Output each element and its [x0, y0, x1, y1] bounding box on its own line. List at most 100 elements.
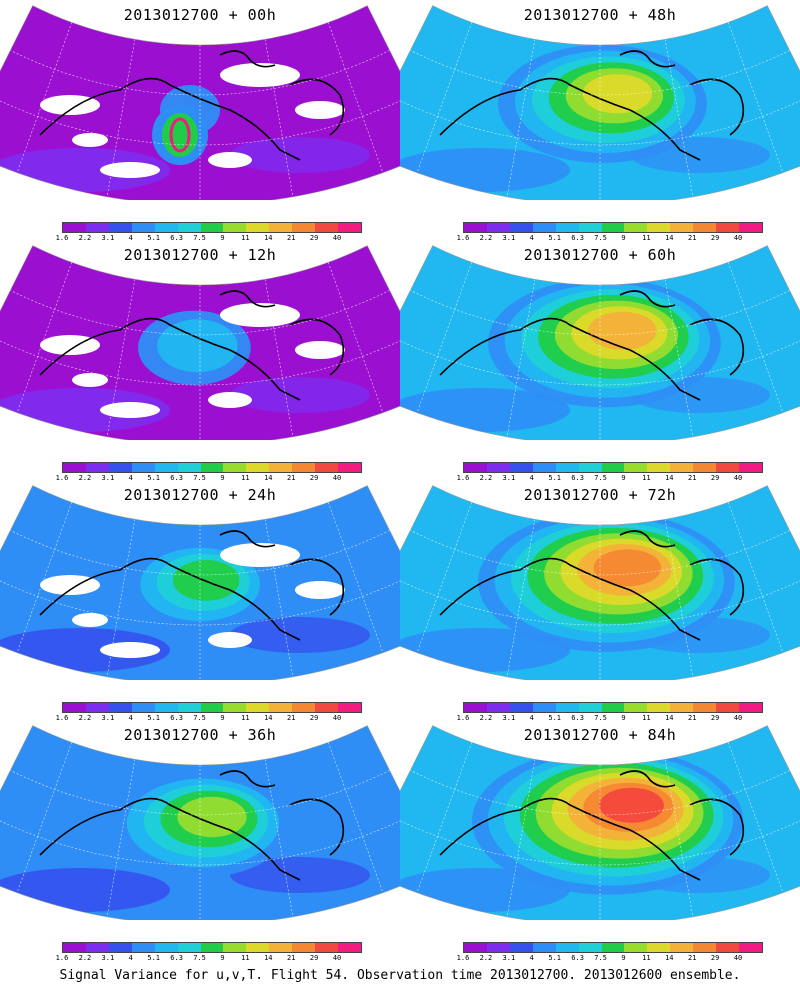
- colorbar-swatch: [292, 943, 316, 952]
- colorbar-swatch: [131, 223, 155, 232]
- colorbar-tick-label: 2.2: [479, 954, 493, 962]
- colorbar-swatch: [269, 223, 293, 232]
- colorbar-tick-label: 7.5: [594, 234, 607, 242]
- colorbar-tick-label: 21: [688, 954, 697, 962]
- forecast-panel: 2013012700 + 12h 1.6 2.2 3.1 4 5.1 6.3 7.5 9 11 14…: [0, 240, 400, 482]
- colorbar: [463, 462, 763, 473]
- colorbar-swatch: [108, 943, 132, 952]
- colorbar-swatch: [154, 943, 178, 952]
- colorbar-tick-label: 11: [241, 234, 250, 242]
- colorbar-swatch: [486, 223, 510, 232]
- colorbar-tick-label: 6.3: [571, 234, 584, 242]
- colorbar-tick-label: 4: [529, 234, 534, 242]
- colorbar-tick-label: 4: [529, 714, 534, 722]
- panel-title: 2013012700 + 72h: [523, 486, 677, 504]
- colorbar-tick-label: 21: [688, 474, 697, 482]
- colorbar-tick-label: 9: [220, 714, 225, 722]
- colorbar-tick-label: 5.1: [147, 714, 161, 722]
- colorbar-tick-label: 6.3: [571, 954, 584, 962]
- colorbar-swatch: [486, 703, 510, 712]
- colorbar-tick-label: 9: [220, 954, 225, 962]
- variance-map: [0, 245, 400, 440]
- colorbar-swatch: [647, 943, 671, 952]
- colorbar-swatch: [601, 223, 625, 232]
- colorbar-tick-label: 7.5: [193, 474, 206, 482]
- colorbar-swatch: [200, 223, 224, 232]
- colorbar-swatch: [177, 223, 201, 232]
- colorbar-tick-label: 9: [621, 954, 626, 962]
- colorbar-tick-label: 4: [529, 954, 534, 962]
- colorbar-tick-label: 11: [642, 954, 651, 962]
- colorbar-swatch: [63, 223, 86, 232]
- colorbar-tick-label: 5.1: [147, 474, 161, 482]
- colorbar-tick-label: 29: [710, 954, 720, 962]
- colorbar-swatch: [269, 703, 293, 712]
- colorbar: [463, 222, 763, 233]
- colorbar-tick-label: 1.6: [456, 234, 470, 242]
- colorbar-swatch: [154, 223, 178, 232]
- colorbar-swatch: [85, 223, 109, 232]
- colorbar-swatch: [624, 943, 648, 952]
- panel-title: 2013012700 + 48h: [523, 6, 677, 24]
- colorbar-swatch: [246, 703, 270, 712]
- colorbar-swatch: [108, 463, 132, 472]
- colorbar-tick-label: 4: [128, 474, 133, 482]
- colorbar-tick-label: 5.1: [548, 954, 562, 962]
- colorbar-tick-label: 6.3: [571, 714, 584, 722]
- colorbar-tick-label: 14: [264, 954, 273, 962]
- colorbar-swatch: [292, 463, 316, 472]
- colorbar-tick-label: 29: [710, 714, 720, 722]
- colorbar-swatch: [177, 943, 201, 952]
- colorbar-tick-label: 7.5: [594, 954, 607, 962]
- forecast-panel: 2013012700 + 24h 1.6 2.2 3.1 4 5.1 6.3 7.5 9 11 14…: [0, 480, 400, 722]
- colorbar-tick-label: 21: [287, 954, 296, 962]
- colorbar-tick-label: 1.6: [456, 714, 470, 722]
- colorbar-tick-label: 29: [309, 474, 319, 482]
- colorbar-ticks: 1.6 2.2 3.1 4 5.1 6.3 7.5 9 11 14 21 29 40: [56, 474, 360, 484]
- colorbar-swatch: [63, 943, 86, 952]
- colorbar-swatch: [716, 223, 740, 232]
- colorbar-swatch: [647, 463, 671, 472]
- colorbar-ticks: 1.6 2.2 3.1 4 5.1 6.3 7.5 9 11 14 21 29 40: [56, 714, 360, 724]
- colorbar-tick-label: 14: [665, 954, 674, 962]
- colorbar-tick-label: 29: [309, 954, 319, 962]
- colorbar-tick-label: 21: [287, 234, 296, 242]
- colorbar-swatch: [555, 223, 579, 232]
- colorbar-swatch: [464, 943, 487, 952]
- colorbar-swatch: [693, 943, 717, 952]
- colorbar-swatch: [338, 223, 361, 232]
- colorbar-swatch: [693, 703, 717, 712]
- colorbar-swatch: [464, 463, 487, 472]
- colorbar-tick-label: 11: [241, 474, 250, 482]
- colorbar-tick-label: 7.5: [594, 474, 607, 482]
- colorbar-swatch: [246, 463, 270, 472]
- colorbar-swatch: [601, 463, 625, 472]
- colorbar-swatch: [315, 463, 339, 472]
- colorbar-swatch: [108, 223, 132, 232]
- colorbar-tick-label: 9: [220, 234, 225, 242]
- colorbar-tick-label: 40: [733, 474, 743, 482]
- colorbar-tick-label: 1.6: [55, 954, 69, 962]
- colorbar-swatch: [338, 463, 361, 472]
- forecast-panel: 2013012700 + 48h 1.6 2.2 3.1 4 5.1 6.3 7.5 9 11 14…: [400, 0, 800, 242]
- colorbar-swatch: [246, 223, 270, 232]
- colorbar-tick-label: 14: [264, 714, 273, 722]
- colorbar-swatch: [63, 703, 86, 712]
- colorbar-swatch: [578, 703, 602, 712]
- colorbar-swatch: [200, 943, 224, 952]
- colorbar-swatch: [464, 703, 487, 712]
- colorbar-swatch: [292, 703, 316, 712]
- colorbar: [62, 462, 362, 473]
- colorbar-tick-label: 29: [309, 714, 319, 722]
- colorbar-swatch: [739, 943, 762, 952]
- colorbar-swatch: [177, 463, 201, 472]
- colorbar-tick-label: 40: [332, 954, 342, 962]
- colorbar-tick-label: 3.1: [101, 714, 115, 722]
- colorbar-swatch: [315, 943, 339, 952]
- colorbar-swatch: [601, 943, 625, 952]
- variance-map: [0, 725, 400, 920]
- variance-map: [400, 245, 800, 440]
- colorbar-tick-label: 3.1: [101, 474, 115, 482]
- colorbar-tick-label: 6.3: [170, 714, 183, 722]
- colorbar-tick-label: 2.2: [78, 474, 92, 482]
